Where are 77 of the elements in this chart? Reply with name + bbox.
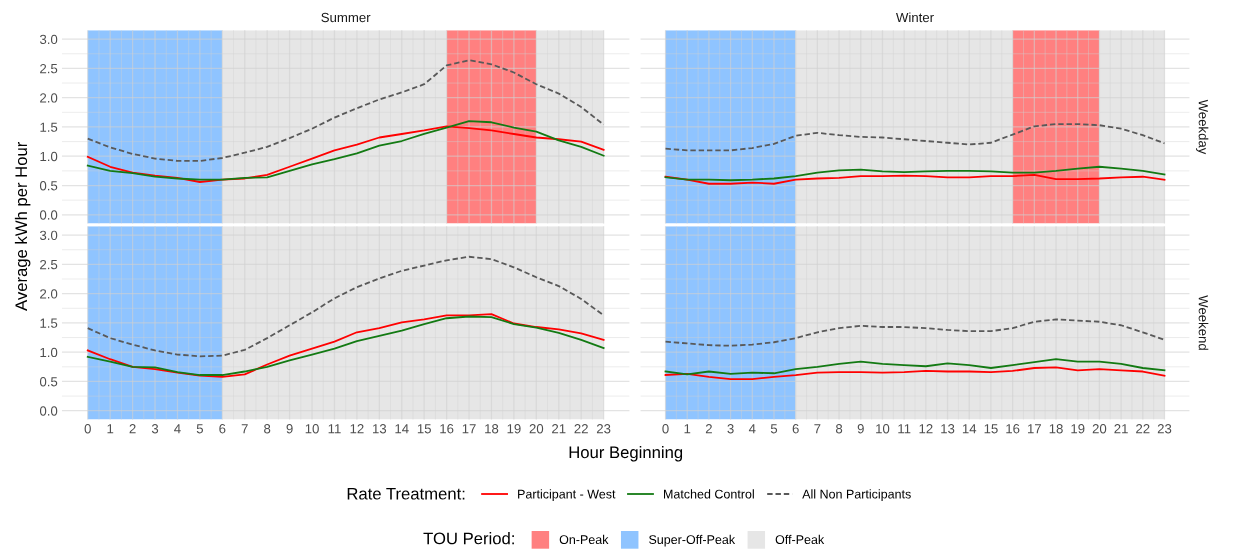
x-tick-label: 23 xyxy=(596,424,611,434)
x-tick-label: 10 xyxy=(876,424,890,434)
y-tick-label: 1.5 xyxy=(40,122,58,132)
x-tick-label: 19 xyxy=(1071,424,1085,434)
line-series xyxy=(86,255,605,358)
x-tick-label: 3 xyxy=(727,424,734,434)
x-tick-label: 4 xyxy=(748,424,756,434)
y-tick-label: 2.5 xyxy=(40,259,58,270)
x-tick-label: 19 xyxy=(507,424,521,434)
x-tick-label: 1 xyxy=(684,424,691,434)
x-tick-label: 5 xyxy=(770,424,778,434)
legend-label: Matched Control xyxy=(664,489,754,499)
x-tick-label: 22 xyxy=(574,424,588,434)
y-tick-label: 2.5 xyxy=(40,63,58,74)
x-tick-label: 0 xyxy=(662,424,669,434)
y-axis-title: Average kWh per Hour xyxy=(14,141,31,311)
x-axis-title: Hour Beginning xyxy=(569,445,683,462)
y-tick-label: 0.5 xyxy=(39,377,58,387)
y-tick-label: 0.0 xyxy=(39,406,58,416)
x-tick-label: 8 xyxy=(264,424,271,434)
chart-title: Winter xyxy=(896,12,934,23)
y-tick-label: 0.5 xyxy=(39,181,58,191)
x-tick-label: 2 xyxy=(129,424,136,434)
chart-title: Summer xyxy=(321,12,371,23)
x-tick-label: 0 xyxy=(84,424,91,434)
y-tick-label: 1.0 xyxy=(40,347,58,358)
x-tick-label: 13 xyxy=(941,424,955,434)
x-tick-label: 21 xyxy=(552,424,566,434)
x-tick-label: 18 xyxy=(485,424,499,434)
x-tick-label: 10 xyxy=(305,424,319,434)
x-tick-label: 18 xyxy=(1049,424,1063,434)
x-tick-label: 16 xyxy=(440,424,454,434)
y-tick-label: 1.0 xyxy=(40,151,58,162)
x-tick-label: 17 xyxy=(1027,424,1041,434)
x-tick-label: 22 xyxy=(1136,424,1150,434)
legend-label: On-Peak xyxy=(559,534,609,545)
y-tick-label: 2.0 xyxy=(40,289,58,299)
x-tick-label: 14 xyxy=(395,424,409,434)
y-tick-label: 1.5 xyxy=(40,318,58,328)
legend-label: All Non Participants xyxy=(802,489,911,501)
legend-label: Participant - West xyxy=(518,489,616,501)
y-tick-label: 3.0 xyxy=(39,230,58,241)
x-tick-label: 23 xyxy=(1157,424,1172,434)
x-tick-label: 8 xyxy=(835,424,843,434)
x-tick-label: 6 xyxy=(792,424,799,434)
y2-axis-title: Weekend xyxy=(1198,295,1209,350)
legend-label: Off-Peak xyxy=(775,534,825,545)
x-tick-label: 21 xyxy=(1114,424,1128,434)
x-tick-label: 15 xyxy=(417,424,431,434)
x-tick-label: 5 xyxy=(196,424,204,434)
x-tick-label: 16 xyxy=(1006,424,1020,434)
x-tick-label: 3 xyxy=(151,424,159,434)
y-tick-label: 0.0 xyxy=(39,210,58,220)
x-tick-label: 7 xyxy=(241,424,248,434)
x-tick-label: 9 xyxy=(857,424,864,434)
x-tick-label: 9 xyxy=(286,424,293,434)
x-tick-label: 6 xyxy=(219,424,226,434)
x-tick-label: 4 xyxy=(174,424,181,434)
x-tick-label: 12 xyxy=(350,424,364,434)
x-tick-label: 11 xyxy=(898,424,911,434)
x-tick-label: 11 xyxy=(328,424,341,434)
x-tick-label: 13 xyxy=(372,424,387,434)
y-tick-label: 2.0 xyxy=(40,93,58,103)
y-tick-label: 3.0 xyxy=(39,34,58,45)
legend-title: TOU Period: xyxy=(423,532,514,545)
x-tick-label: 17 xyxy=(462,424,476,434)
x-tick-label: 20 xyxy=(1092,424,1107,434)
legend-title: Rate Treatment: xyxy=(347,487,465,500)
x-tick-label: 14 xyxy=(962,424,977,434)
x-tick-label: 2 xyxy=(705,424,712,434)
x-tick-label: 15 xyxy=(984,424,998,434)
legend-label: Super-Off-Peak xyxy=(649,534,736,547)
x-tick-label: 20 xyxy=(529,424,544,434)
x-tick-label: 1 xyxy=(107,424,114,434)
y2-axis-title: Weekday xyxy=(1196,99,1209,155)
x-tick-label: 12 xyxy=(919,424,933,434)
x-tick-label: 7 xyxy=(814,424,821,434)
